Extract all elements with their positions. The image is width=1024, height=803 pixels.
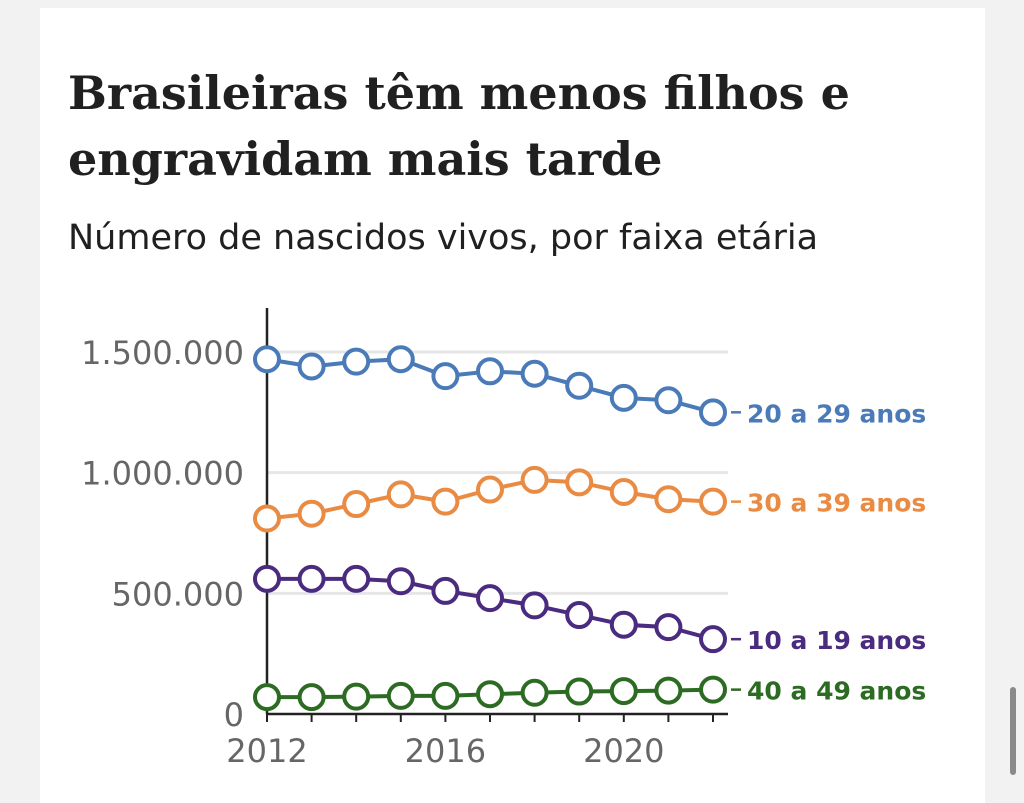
data-point (520, 591, 549, 620)
data-point (431, 362, 460, 391)
y-tick-label: 1.000.000 (81, 455, 244, 493)
data-point (386, 480, 415, 509)
data-point (699, 675, 727, 704)
data-point (609, 477, 638, 506)
x-tick-label: 2012 (226, 732, 307, 770)
data-point (431, 681, 460, 710)
data-point (342, 347, 371, 376)
data-point (342, 564, 371, 593)
data-point (654, 386, 683, 415)
data-point (654, 613, 683, 642)
data-point (386, 345, 415, 374)
data-point (654, 485, 683, 514)
data-point (476, 680, 504, 709)
x-tick-label: 2016 (405, 732, 486, 770)
data-point (431, 576, 460, 605)
data-point (297, 352, 326, 381)
scrollbar[interactable] (1010, 687, 1016, 775)
data-point (253, 504, 281, 533)
data-point (520, 465, 549, 494)
data-point (342, 490, 371, 519)
y-tick-label: 1.500.000 (81, 334, 244, 372)
data-point (431, 487, 460, 516)
data-point (297, 564, 326, 593)
y-tick-label: 0 (224, 696, 244, 734)
data-point (476, 357, 504, 386)
data-point (476, 475, 504, 504)
data-point (565, 468, 594, 497)
series-label: 10 a 19 anos (747, 626, 926, 655)
data-point (253, 345, 281, 374)
chart-card: Brasileiras têm menos filhos e engravida… (40, 8, 985, 803)
data-point (520, 359, 549, 388)
data-point (520, 678, 549, 707)
data-point (476, 584, 504, 613)
data-point (565, 371, 594, 400)
data-point (699, 487, 727, 516)
data-point (297, 499, 326, 528)
data-point (342, 682, 371, 711)
data-point (297, 683, 326, 712)
data-point (609, 677, 638, 706)
data-point (654, 676, 683, 705)
data-point (386, 681, 415, 710)
data-point (699, 625, 727, 654)
data-point (565, 677, 594, 706)
data-point (609, 610, 638, 639)
data-point (565, 601, 594, 630)
data-point (699, 398, 727, 427)
series-label: 40 a 49 anos (747, 677, 926, 706)
data-point (609, 383, 638, 412)
chart-subtitle: Número de nascidos vivos, por faixa etár… (68, 218, 819, 258)
data-point (386, 567, 415, 596)
data-point (253, 683, 281, 712)
data-point (253, 564, 281, 593)
y-tick-label: 500.000 (112, 575, 244, 613)
series-label: 20 a 29 anos (747, 399, 926, 428)
chart-title: Brasileiras têm menos filhos e engravida… (68, 66, 850, 186)
series-label: 30 a 39 anos (747, 489, 926, 518)
x-tick-label: 2020 (583, 732, 664, 770)
